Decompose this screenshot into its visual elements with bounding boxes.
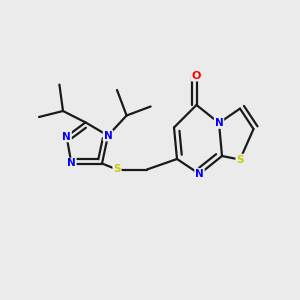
Text: N: N — [62, 131, 71, 142]
Text: N: N — [103, 130, 112, 141]
Text: S: S — [236, 154, 244, 165]
Text: S: S — [113, 164, 121, 175]
Text: N: N — [67, 158, 76, 169]
Text: N: N — [214, 118, 224, 128]
Text: O: O — [192, 70, 201, 81]
Text: N: N — [195, 169, 204, 179]
